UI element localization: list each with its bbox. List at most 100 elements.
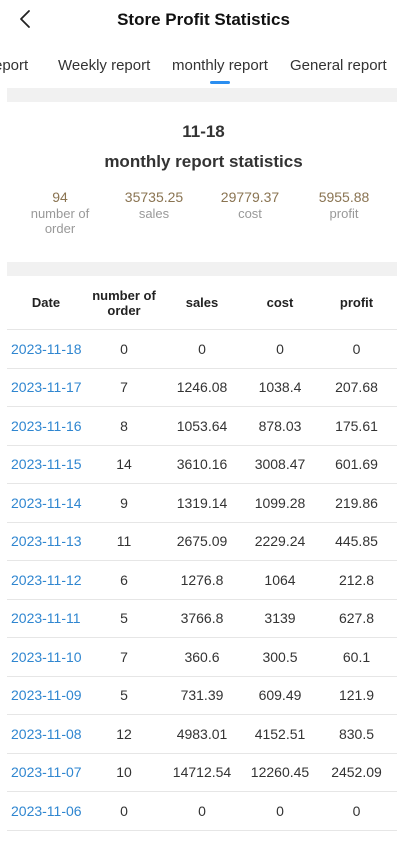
cell-sales: 2675.09 [176,533,228,550]
table-row: 2023-11-11 5 3766.8 3139 627.8 [7,600,397,638]
cell-profit: 627.8 [338,610,375,627]
cell-cost: 3139 [264,610,296,627]
cell-profit: 601.69 [335,456,378,473]
daily-statistics-table: Date number of order sales cost profit 2… [7,276,397,831]
cell-number-of-order: 8 [120,417,128,434]
date-link[interactable]: 2023-11-14 [11,494,82,511]
cell-sales: 3766.8 [180,610,224,627]
cell-cost: 609.49 [258,687,302,704]
summary-title: monthly report statistics [104,152,303,171]
cell-profit: 2452.09 [331,764,382,781]
table-header: Date number of order sales cost profit [7,276,397,330]
cell-cost: 4152.51 [254,725,306,742]
table-row: 2023-11-17 7 1246.08 1038.4 207.68 [7,369,397,407]
cell-sales: 360.6 [184,648,220,665]
stat-label: cost [238,206,262,221]
stat-cost: 29779.37 cost [205,189,295,221]
stat-sales: 35735.25 sales [109,189,199,221]
cell-number-of-order: 0 [120,340,128,357]
back-button[interactable] [12,6,40,34]
table-row: 2023-11-14 9 1319.14 1099.28 219.86 [7,484,397,523]
column-header-number-of-order: number of order [92,287,156,318]
cell-number-of-order: 12 [116,725,132,742]
table-body: 2023-11-18 0 0 0 0 2023-11-17 7 1246.08 1038.4 20… [7,330,397,831]
tab-daily-report[interactable]: eport [0,57,29,74]
cell-date: 2023-11-11 [7,600,89,638]
date-link[interactable]: 2023-11-07 [11,764,82,781]
cell-sales: 1053.64 [176,417,228,434]
stat-number-of-order: 94 number of order [15,189,105,236]
cell-cost: 12260.45 [250,764,310,781]
date-link[interactable]: 2023-11-17 [11,379,82,396]
stat-profit: 5955.88 profit [299,189,389,221]
cell-date: 2023-11-18 [7,330,89,368]
active-tab-indicator [210,81,230,84]
chevron-left-icon [20,10,30,28]
cell-profit: 175.61 [335,417,378,434]
date-link[interactable]: 2023-11-13 [11,533,82,550]
cell-sales: 1319.14 [176,494,228,511]
cell-cost: 1064 [264,571,296,588]
column-header-date: Date [31,295,61,310]
summary-date: 11-18 [182,122,225,141]
date-link[interactable]: 2023-11-10 [11,648,82,665]
cell-profit: 219.86 [335,494,378,511]
date-link[interactable]: 2023-11-06 [11,802,82,819]
stat-value: 29779.37 [220,189,280,205]
column-header-sales: sales [185,295,219,310]
cell-cost: 3008.47 [254,456,306,473]
date-link[interactable]: 2023-11-08 [11,725,82,742]
cell-number-of-order: 11 [116,533,132,550]
cell-sales: 731.39 [180,687,224,704]
cell-number-of-order: 5 [120,610,128,627]
table-row: 2023-11-10 7 360.6 300.5 60.1 [7,638,397,677]
cell-date: 2023-11-14 [7,484,89,522]
table-row: 2023-11-15 14 3610.16 3008.47 601.69 [7,446,397,484]
cell-profit: 121.9 [338,687,375,704]
cell-number-of-order: 10 [116,764,132,781]
cell-cost: 1099.28 [254,494,306,511]
cell-date: 2023-11-09 [7,677,89,715]
cell-sales: 0 [198,340,206,357]
stat-value: 94 [52,189,68,205]
date-link[interactable]: 2023-11-15 [11,456,82,473]
report-tabs: eport Weekly report monthly report Gener… [0,44,407,88]
column-header-cost: cost [266,295,294,310]
cell-date: 2023-11-12 [7,561,89,599]
date-link[interactable]: 2023-11-18 [11,340,82,357]
column-header-profit: profit [339,295,374,310]
section-divider [7,88,397,102]
header-bar: Store Profit Statistics [0,0,407,44]
cell-number-of-order: 7 [120,648,128,665]
cell-profit: 60.1 [342,648,371,665]
table-row: 2023-11-16 8 1053.64 878.03 175.61 [7,407,397,446]
tab-weekly-report[interactable]: Weekly report [58,57,151,74]
date-link[interactable]: 2023-11-16 [11,417,82,434]
table-row: 2023-11-13 11 2675.09 2229.24 445.85 [7,523,397,561]
section-divider [7,262,397,276]
cell-date: 2023-11-07 [7,754,89,792]
cell-profit: 0 [352,340,361,357]
cell-number-of-order: 0 [120,802,128,819]
stat-value: 35735.25 [124,189,184,205]
page-title: Store Profit Statistics [117,10,290,29]
stat-value: 5955.88 [318,189,370,205]
cell-cost: 0 [276,802,284,819]
cell-cost: 2229.24 [254,533,306,550]
cell-sales: 3610.16 [176,456,228,473]
cell-date: 2023-11-10 [7,638,89,676]
table-row: 2023-11-07 10 14712.54 12260.45 2452.09 [7,754,397,792]
tab-monthly-report[interactable]: monthly report [172,57,268,74]
date-link[interactable]: 2023-11-09 [11,687,82,704]
cell-cost: 0 [276,340,284,357]
cell-date: 2023-11-16 [7,407,89,445]
stat-label: profit [329,206,359,221]
tab-general-report[interactable]: General report [290,57,387,74]
cell-date: 2023-11-13 [7,523,89,561]
date-link[interactable]: 2023-11-11 [11,610,81,627]
cell-profit: 445.85 [335,533,378,550]
cell-sales: 0 [198,802,206,819]
date-link[interactable]: 2023-11-12 [11,571,82,588]
cell-profit: 830.5 [338,725,375,742]
table-row: 2023-11-12 6 1276.8 1064 212.8 [7,561,397,600]
